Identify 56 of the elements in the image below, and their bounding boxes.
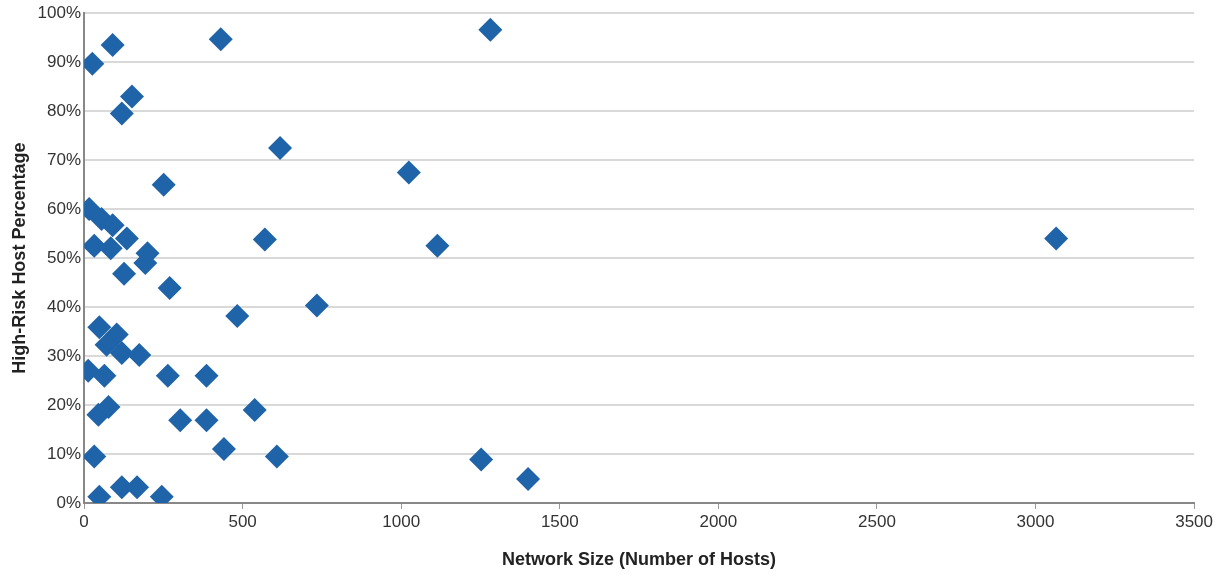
point	[109, 341, 134, 366]
point	[98, 236, 123, 261]
x-tick-label: 3500	[1175, 511, 1213, 531]
x-tick-label: 1500	[540, 511, 579, 531]
point	[1044, 226, 1069, 251]
point	[469, 447, 494, 472]
y-axis-title: High-Risk Host Percentage	[8, 142, 29, 374]
point	[84, 233, 107, 258]
y-tick-label: 50%	[47, 247, 82, 267]
y-tick-label: 10%	[47, 443, 82, 463]
x-tick-label: 1000	[382, 511, 421, 531]
y-tick-label: 80%	[47, 100, 82, 120]
x-tick-label: 2500	[858, 511, 896, 531]
y-tick-label: 40%	[47, 296, 82, 316]
point	[112, 261, 137, 286]
point	[84, 444, 107, 469]
x-tick-label: 3000	[1016, 511, 1055, 531]
point	[94, 332, 119, 357]
x-tick-label: 500	[228, 511, 257, 531]
point	[225, 303, 250, 328]
y-tick-label: 20%	[47, 394, 82, 414]
y-tick-label: 0%	[56, 492, 82, 512]
point	[211, 437, 236, 462]
point	[396, 160, 421, 185]
x-tick-label: 2000	[699, 511, 738, 531]
y-tick-label: 70%	[47, 149, 82, 169]
point	[268, 135, 293, 160]
point	[100, 213, 125, 238]
point	[92, 363, 117, 388]
point	[264, 444, 289, 469]
y-tick-label: 30%	[47, 345, 82, 365]
point	[114, 226, 139, 251]
y-tick-label: 100%	[37, 2, 82, 22]
point	[252, 227, 277, 252]
y-tick-label: 60%	[47, 198, 82, 218]
point	[425, 233, 450, 258]
point	[127, 343, 152, 368]
point	[208, 27, 233, 52]
point	[151, 172, 176, 197]
y-tick-label: 90%	[47, 51, 82, 71]
point	[168, 408, 193, 433]
x-axis-title: Network Size (Number of Hosts)	[502, 549, 777, 570]
point	[242, 397, 267, 422]
point	[194, 408, 219, 433]
point	[155, 363, 180, 388]
point	[119, 84, 144, 109]
point	[194, 363, 219, 388]
x-tick-label: 0	[79, 511, 89, 531]
point	[96, 395, 121, 419]
point	[304, 293, 329, 318]
point	[109, 101, 134, 126]
point	[100, 33, 125, 58]
point	[87, 315, 112, 340]
point	[157, 275, 182, 300]
point	[516, 467, 541, 491]
point	[478, 17, 503, 42]
